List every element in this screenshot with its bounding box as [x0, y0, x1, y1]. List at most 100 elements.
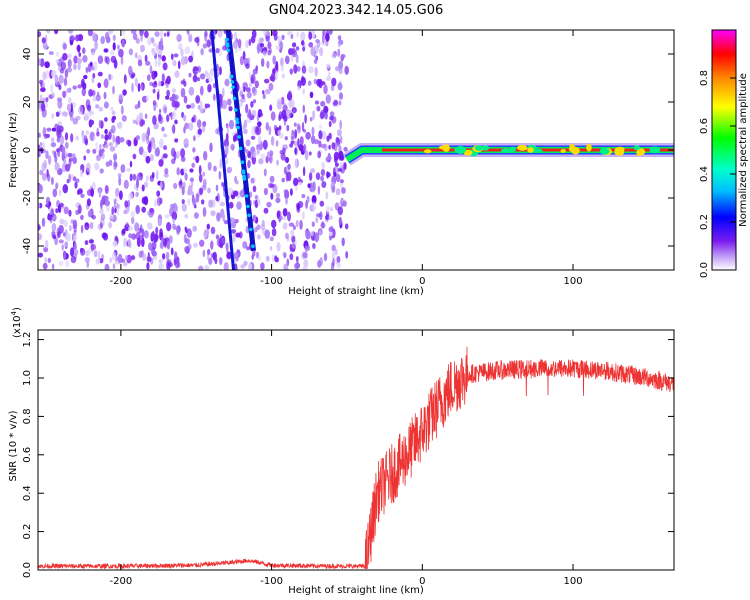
noise-dot	[209, 142, 213, 153]
noise-dot	[308, 31, 313, 40]
noise-dot	[146, 95, 149, 102]
snr-panel: -200 -100 0 100 0.0 0.2 0.4 0.6 0.8 1.0 1.2 Heigh…	[8, 307, 675, 596]
signal-blob	[560, 149, 566, 153]
noise-dot	[151, 230, 155, 241]
noise-dot	[172, 218, 176, 224]
noise-dot	[124, 200, 129, 208]
noise-dot	[263, 46, 268, 52]
noise-dot	[209, 68, 214, 77]
noise-dot	[105, 161, 110, 168]
noise-dot	[38, 132, 41, 138]
noise-dot	[308, 66, 314, 74]
noise-dot	[313, 139, 320, 145]
noise-dot	[154, 58, 158, 68]
noise-dot	[66, 67, 72, 73]
noise-dot	[128, 65, 133, 76]
noise-dot	[65, 163, 71, 172]
noise-dot	[104, 117, 108, 122]
noise-dot	[58, 260, 64, 267]
noise-dot	[113, 198, 117, 205]
noise-dot	[55, 183, 58, 190]
noise-dot	[117, 44, 120, 50]
noise-dot	[119, 190, 123, 200]
noise-dot	[195, 95, 201, 104]
noise-dot	[219, 257, 223, 265]
noise-dot	[160, 30, 163, 38]
noise-dot	[267, 182, 274, 189]
noise-dot	[287, 171, 292, 182]
noise-dot	[325, 32, 330, 42]
noise-dot	[235, 232, 241, 238]
noise-dot	[58, 239, 64, 244]
noise-dot	[297, 85, 301, 91]
noise-dot	[200, 48, 204, 56]
noise-dot	[73, 248, 79, 256]
noise-dot	[189, 168, 194, 173]
noise-dot	[297, 200, 304, 209]
colorbar-tick-label: 0.2	[699, 214, 710, 230]
noise-dot	[45, 133, 51, 138]
signal-blob	[636, 149, 642, 157]
noise-dot	[292, 108, 296, 114]
noise-dot	[166, 89, 170, 97]
noise-dot	[229, 167, 233, 172]
noise-dot	[151, 250, 157, 257]
noise-dot	[186, 30, 190, 35]
noise-dot	[280, 152, 286, 161]
noise-dot	[184, 56, 188, 65]
noise-dot	[41, 102, 46, 112]
noise-dot	[204, 32, 208, 42]
noise-dot	[317, 185, 321, 195]
noise-dot	[104, 263, 110, 270]
noise-dot	[269, 236, 274, 242]
noise-dot	[341, 237, 345, 247]
noise-dot	[184, 246, 188, 253]
noise-dot	[176, 34, 182, 42]
noise-dot	[202, 207, 207, 217]
noise-dot	[108, 142, 113, 147]
noise-dot	[308, 42, 314, 48]
noise-dot	[245, 63, 250, 69]
noise-dot	[147, 143, 152, 154]
noise-dot	[153, 70, 158, 78]
noise-dot	[89, 61, 93, 68]
trace-highlight	[234, 108, 238, 112]
noise-dot	[287, 211, 291, 222]
noise-dot	[281, 109, 287, 120]
colorbar-gradient	[712, 30, 736, 270]
noise-dot	[68, 87, 72, 93]
noise-dot	[241, 94, 245, 100]
noise-dot	[112, 42, 116, 51]
noise-dot	[331, 77, 337, 87]
noise-dot	[309, 117, 313, 122]
noise-dot	[68, 97, 72, 104]
noise-dot	[61, 244, 64, 251]
noise-dot	[338, 92, 344, 100]
noise-dot	[339, 179, 344, 184]
noise-dot	[114, 207, 117, 214]
noise-dot	[280, 57, 284, 67]
noise-dot	[68, 158, 72, 167]
noise-dot	[295, 46, 300, 51]
noise-dot	[54, 30, 59, 35]
noise-dot	[319, 200, 325, 207]
noise-dot	[100, 134, 105, 139]
noise-dot	[298, 144, 303, 152]
noise-dot	[90, 90, 96, 96]
noise-dot	[92, 97, 97, 102]
noise-dot	[317, 260, 322, 268]
noise-dot	[263, 207, 269, 214]
y-tick-label: 0.4	[22, 485, 33, 501]
noise-dot	[304, 245, 309, 253]
noise-dot	[199, 100, 203, 109]
noise-dot	[104, 134, 109, 141]
noise-dot	[82, 55, 88, 63]
noise-dot	[130, 30, 137, 34]
noise-dot	[181, 203, 187, 212]
noise-dot	[191, 162, 195, 168]
noise-dot	[52, 188, 58, 198]
noise-dot	[44, 257, 48, 263]
noise-dot	[328, 230, 333, 237]
noise-dot	[90, 65, 95, 71]
noise-dot	[53, 151, 57, 159]
